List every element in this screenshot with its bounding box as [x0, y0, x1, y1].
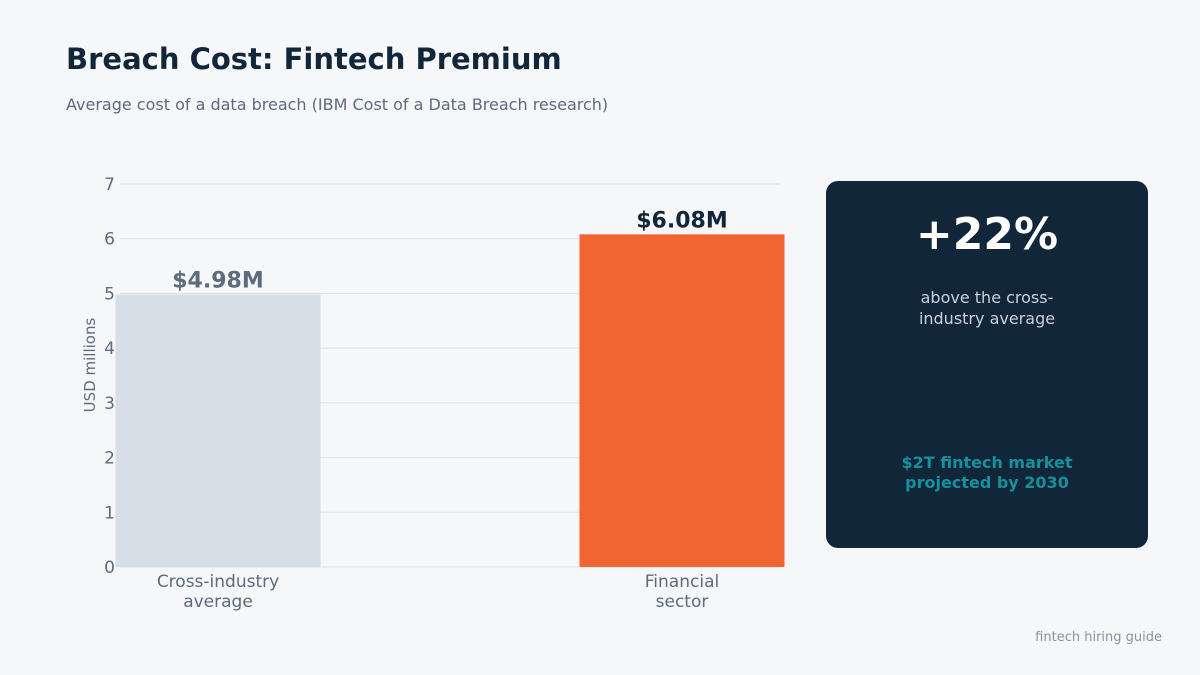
x-tick-label-line: Financial	[645, 572, 719, 592]
chart-subtitle: Average cost of a data breach (IBM Cost …	[66, 95, 609, 114]
y-tick-label: 6	[104, 230, 115, 250]
callout-description: above the cross-industry average	[918, 288, 1056, 328]
value-labels: $4.98M $6.08M	[172, 208, 727, 293]
callout-note: $2T fintech market projected by 2030	[901, 453, 1073, 492]
footer-source: fintech hiring guide	[1035, 630, 1162, 645]
value-label: $4.98M	[172, 269, 263, 294]
bar	[115, 294, 321, 567]
y-tick-label: 3	[104, 394, 115, 414]
y-axis-label: USD millions	[81, 318, 99, 413]
callout-stat: +22%	[915, 209, 1059, 260]
y-tick-label: 2	[104, 449, 115, 469]
bar	[579, 234, 785, 567]
x-tick-label: Financial sector	[645, 572, 719, 612]
x-tick-label-line: sector	[656, 592, 709, 612]
x-tick-label-line: average	[183, 592, 253, 612]
value-label: $6.08M	[636, 208, 727, 233]
y-tick-label: 1	[104, 503, 115, 523]
bar-chart: 0 1 2 3 4 5 6 7 $4.98M $6.08M Cross-industry aver…	[81, 175, 785, 612]
bars	[115, 234, 785, 567]
callout-card: +22% above the cross-industry average $2…	[826, 181, 1148, 548]
x-tick-label-line: Cross-industry	[157, 572, 279, 592]
x-tick-labels: Cross-industry average Financial sector	[157, 572, 719, 612]
y-tick-label: 5	[104, 284, 115, 304]
y-tick-labels: 0 1 2 3 4 5 6 7	[104, 175, 115, 578]
chart-title: Breach Cost: Fintech Premium	[66, 42, 562, 76]
y-tick-label: 7	[104, 175, 115, 195]
x-tick-label: Cross-industry average	[157, 572, 279, 612]
y-tick-label: 4	[104, 339, 115, 359]
y-tick-label: 0	[104, 558, 115, 578]
